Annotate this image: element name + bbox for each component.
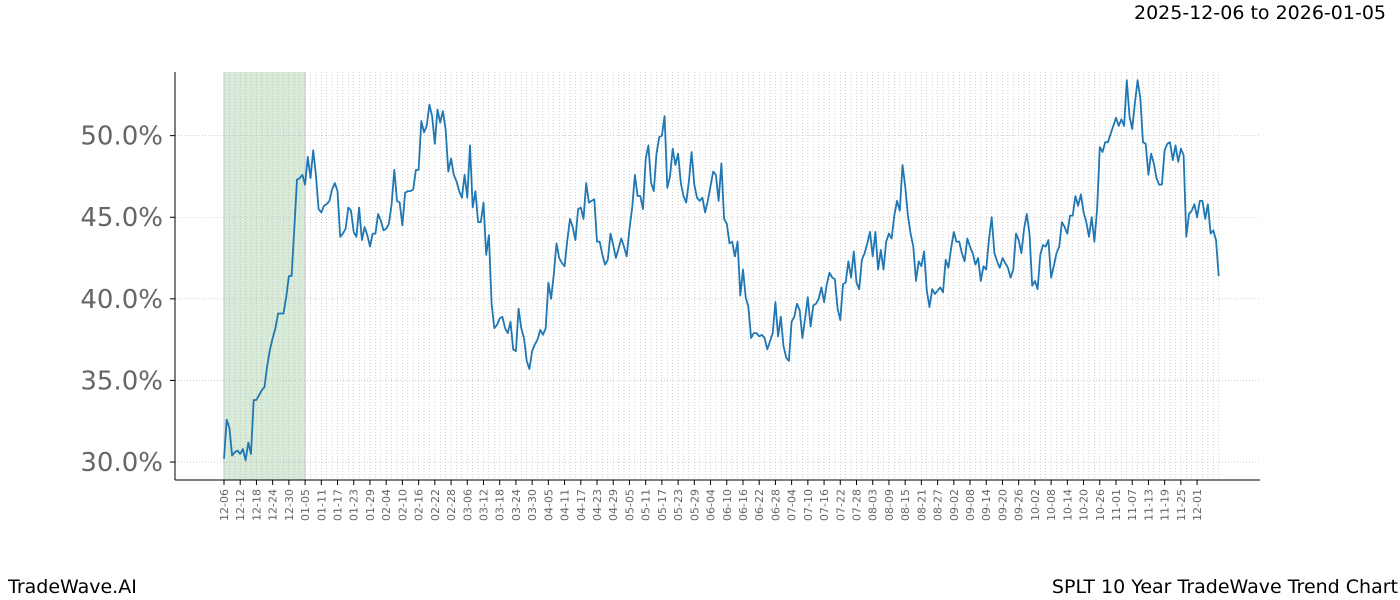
x-tick-label: 04-11: [559, 489, 572, 521]
x-tick-label: 06-04: [705, 489, 718, 521]
x-tick-label: 04-05: [542, 489, 555, 521]
x-tick-label: 11-25: [1175, 489, 1188, 521]
x-tick-label: 02-16: [413, 489, 426, 521]
x-tick-label: 10-14: [1061, 489, 1074, 521]
x-tick-label: 03-30: [526, 489, 539, 521]
chart-title: SPLT 10 Year TradeWave Trend Chart: [1051, 576, 1398, 598]
line-layer: [223, 79, 1220, 462]
x-tick-label: 08-21: [915, 489, 928, 521]
x-tick-label: 05-29: [688, 489, 701, 521]
x-tick-label: 02-10: [396, 489, 409, 521]
x-tick-label: 12-30: [283, 489, 296, 521]
x-tick-label: 06-28: [769, 489, 782, 521]
x-tick-label: 04-17: [575, 489, 588, 521]
highlight-band: [224, 72, 306, 480]
axes-layer: [174, 72, 1260, 481]
x-tick-label: 02-04: [380, 489, 393, 521]
y-axis-ticks: 30.0% 35.0% 40.0% 45.0% 50.0%: [80, 122, 175, 478]
x-tick-label: 01-11: [315, 489, 328, 521]
x-tick-label: 03-24: [510, 489, 523, 521]
x-tick-label: 12-01: [1191, 489, 1204, 521]
x-tick-label: 01-23: [348, 489, 361, 521]
x-tick-label: 06-22: [753, 489, 766, 521]
x-tick-label: 03-18: [494, 489, 507, 521]
x-tick-label: 07-04: [786, 489, 799, 521]
x-tick-label: 11-07: [1126, 489, 1139, 521]
x-tick-label: 08-03: [867, 489, 880, 521]
y-tick-label: 30.0%: [80, 448, 163, 478]
x-tick-label: 09-08: [964, 489, 977, 521]
x-tick-label: 06-16: [737, 489, 750, 521]
x-axis-ticks: 12-06 12-12 12-18 12-24 12-30 01-05 01-11 01-17…: [218, 480, 1204, 521]
x-tick-label: 04-23: [591, 489, 604, 521]
x-tick-label: 08-27: [932, 489, 945, 521]
x-tick-label: 05-23: [672, 489, 685, 521]
x-tick-label: 03-06: [461, 489, 474, 521]
x-tick-label: 02-28: [445, 489, 458, 521]
x-tick-label: 05-05: [623, 489, 636, 521]
brand-label: TradeWave.AI: [8, 576, 137, 598]
grid-layer: [175, 72, 1260, 480]
x-tick-label: 12-12: [234, 489, 247, 521]
x-tick-label: 06-10: [721, 489, 734, 521]
y-tick-label: 50.0%: [80, 122, 163, 152]
x-tick-label: 08-09: [883, 489, 896, 521]
x-tick-label: 09-26: [1013, 489, 1026, 521]
x-tick-label: 05-17: [656, 489, 669, 521]
date-range-label: 2025-12-06 to 2026-01-05: [1134, 2, 1386, 24]
x-tick-label: 07-10: [802, 489, 815, 521]
x-tick-label: 07-22: [834, 489, 847, 521]
x-tick-label: 12-18: [250, 489, 263, 521]
x-tick-label: 01-29: [364, 489, 377, 521]
x-tick-label: 07-16: [818, 489, 831, 521]
x-tick-label: 01-17: [332, 489, 345, 521]
x-tick-label: 01-05: [299, 489, 312, 521]
y-tick-label: 45.0%: [80, 203, 163, 233]
x-tick-label: 08-15: [899, 489, 912, 521]
x-tick-label: 03-12: [477, 489, 490, 521]
x-tick-label: 02-22: [429, 489, 442, 521]
y-tick-label: 40.0%: [80, 285, 163, 315]
x-tick-label: 10-08: [1045, 489, 1058, 521]
y-tick-label: 35.0%: [80, 366, 163, 396]
x-tick-label: 10-20: [1078, 489, 1091, 521]
x-tick-label: 10-26: [1094, 489, 1107, 521]
x-tick-label: 12-24: [267, 489, 280, 521]
x-tick-label: 10-02: [1029, 489, 1042, 521]
x-tick-label: 11-01: [1110, 489, 1123, 521]
x-tick-label: 07-28: [851, 489, 864, 521]
x-tick-label: 12-06: [218, 489, 231, 521]
x-tick-label: 04-29: [607, 489, 620, 521]
highlight-layer: [223, 72, 306, 480]
x-tick-label: 09-14: [980, 489, 993, 521]
x-tick-label: 11-13: [1142, 489, 1155, 521]
x-tick-label: 09-02: [948, 489, 961, 521]
x-tick-label: 11-19: [1159, 489, 1172, 521]
x-tick-label: 05-11: [640, 489, 653, 521]
x-tick-label: 09-20: [996, 489, 1009, 521]
series-line: [223, 79, 1220, 462]
